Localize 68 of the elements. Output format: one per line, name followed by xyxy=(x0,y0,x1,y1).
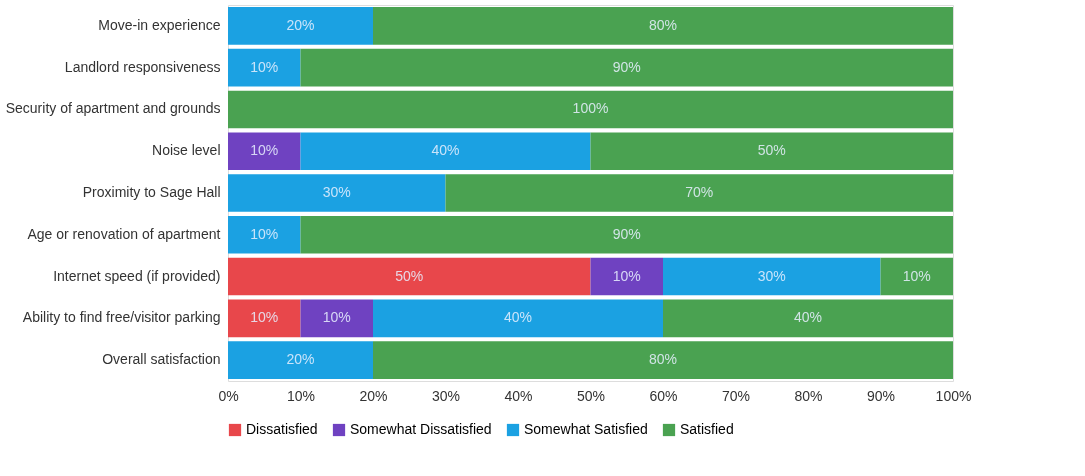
bar xyxy=(228,7,373,45)
bar xyxy=(663,257,881,296)
legend-label: Satisfied xyxy=(680,421,734,437)
bar xyxy=(590,257,663,296)
bar xyxy=(228,215,301,254)
x-tick-label: 40% xyxy=(504,387,533,404)
data-label: 40% xyxy=(431,142,460,159)
legend-label: Dissatisfied xyxy=(246,421,318,437)
y-tick-label: Proximity to Sage Hall xyxy=(82,184,221,200)
data-label: 50% xyxy=(757,142,786,159)
data-label: 10% xyxy=(322,309,351,326)
y-tick-label: Security of apartment and grounds xyxy=(5,100,221,117)
bar xyxy=(300,48,953,87)
data-label: 20% xyxy=(286,351,315,368)
y-tick-label: Noise level xyxy=(152,142,221,159)
bar xyxy=(228,90,953,129)
data-label: 80% xyxy=(648,16,678,33)
y-tick-label: Landlord responsiveness xyxy=(64,58,221,75)
bar xyxy=(445,174,953,212)
bar xyxy=(663,299,953,338)
legend-label: Somewhat Dissatisfied xyxy=(350,421,492,437)
data-label: 20% xyxy=(286,16,315,33)
y-tick-label: Overall satisfaction xyxy=(102,351,221,368)
data-label: 10% xyxy=(250,142,279,159)
y-tick-label: Move-in experience xyxy=(98,16,221,33)
x-tick-label: 90% xyxy=(866,387,896,404)
data-label: 90% xyxy=(612,58,641,75)
data-label: 70% xyxy=(685,184,714,200)
bar xyxy=(300,215,953,254)
bar xyxy=(300,132,591,171)
bar xyxy=(880,257,953,296)
y-tick-label: Internet speed (if provided) xyxy=(53,267,221,284)
data-label: 10% xyxy=(612,267,641,284)
data-label: 10% xyxy=(250,58,279,75)
x-tick-label: 20% xyxy=(359,387,388,404)
bar xyxy=(228,257,591,296)
x-tick-label: 10% xyxy=(286,387,316,404)
data-label: 10% xyxy=(250,309,279,326)
bar xyxy=(228,299,301,338)
x-tick-label: 50% xyxy=(576,387,606,404)
x-tick-label: 0% xyxy=(218,387,239,404)
bar xyxy=(373,7,953,45)
bar xyxy=(373,299,663,338)
bar xyxy=(590,132,953,171)
data-label: 30% xyxy=(757,267,786,284)
y-tick-label: Ability to find free/visitor parking xyxy=(22,309,221,326)
bar xyxy=(373,341,953,379)
data-label: 10% xyxy=(250,225,279,242)
x-tick-label: 80% xyxy=(794,387,823,404)
data-label: 90% xyxy=(612,225,641,242)
data-label: 10% xyxy=(902,267,931,284)
y-tick-label: Age or renovation of apartment xyxy=(27,225,221,242)
data-label: 30% xyxy=(322,184,351,200)
bar xyxy=(228,48,301,87)
legend-label: Somewhat Satisfied xyxy=(524,421,648,437)
x-tick-label: 70% xyxy=(721,387,751,404)
data-label: 50% xyxy=(395,267,424,284)
data-label: 100% xyxy=(572,100,609,117)
bar xyxy=(228,341,373,379)
x-tick-label: 100% xyxy=(935,387,972,404)
data-label: 40% xyxy=(503,309,533,326)
x-tick-label: 30% xyxy=(431,387,461,404)
data-label: 80% xyxy=(648,351,678,368)
x-tick-label: 60% xyxy=(649,387,678,404)
bar xyxy=(300,299,373,338)
bar xyxy=(228,132,301,171)
bar xyxy=(228,174,446,212)
data-label: 40% xyxy=(793,309,823,326)
